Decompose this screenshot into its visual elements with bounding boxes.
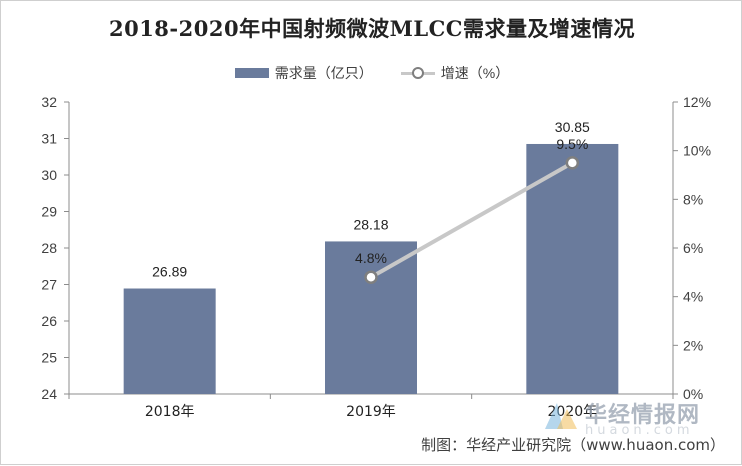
bar — [526, 143, 619, 394]
y-right-tick-label: 12% — [683, 94, 711, 110]
y-right-tick-label: 4% — [683, 289, 703, 305]
bar-data-label: 28.18 — [353, 216, 388, 232]
bar-data-label: 26.89 — [152, 264, 187, 280]
y-right-tick-label: 6% — [683, 240, 703, 256]
legend-item-demand: 需求量（亿只） — [234, 63, 373, 83]
chart-title: 2018-2020年中国射频微波MLCC需求量及增速情况 — [108, 16, 636, 41]
y-right-tick-label: 0% — [683, 386, 703, 402]
y-right-tick-label: 10% — [683, 143, 711, 159]
y-left-tick-label: 25 — [41, 350, 57, 366]
watermark: 华经情报网 huaon.com — [541, 391, 741, 441]
growth-data-label: 9.5% — [556, 136, 588, 152]
y-left-tick-label: 29 — [41, 204, 57, 220]
y-left-tick-label: 26 — [41, 313, 57, 329]
source-note: 制图：华经产业研究院（www.huaon.com） — [421, 436, 725, 454]
legend-item-growth: 增速（%） — [400, 63, 510, 83]
y-left-tick-label: 32 — [41, 94, 57, 110]
y-right-tick-label: 2% — [683, 337, 703, 353]
growth-point — [364, 270, 378, 284]
bar — [123, 288, 216, 394]
growth-line — [369, 160, 575, 280]
watermark-url: huaon.com — [585, 423, 694, 438]
legend: 需求量（亿只） 增速（%） — [1, 63, 742, 83]
x-tick-label: 2018年 — [145, 404, 195, 420]
x-tick-label: 2019年 — [346, 404, 396, 420]
y-left-tick-label: 24 — [41, 386, 57, 402]
y-left-tick-label: 28 — [41, 240, 57, 256]
growth-data-label: 4.8% — [355, 250, 387, 266]
legend-label-growth: 增速（%） — [440, 65, 510, 81]
y-left-tick-label: 30 — [41, 167, 57, 183]
huaon-logo-icon — [545, 403, 577, 429]
y-left-tick-label: 27 — [41, 277, 57, 293]
bar-data-label: 30.85 — [555, 119, 590, 135]
legend-line-swatch — [400, 67, 435, 79]
legend-label-demand: 需求量（亿只） — [274, 65, 373, 81]
y-right-tick-label: 8% — [683, 191, 703, 207]
legend-bar-swatch — [234, 68, 269, 78]
growth-point — [565, 156, 580, 170]
watermark-text: 华经情报网 — [585, 403, 701, 428]
bar — [325, 241, 417, 394]
y-left-tick-label: 31 — [41, 131, 57, 147]
